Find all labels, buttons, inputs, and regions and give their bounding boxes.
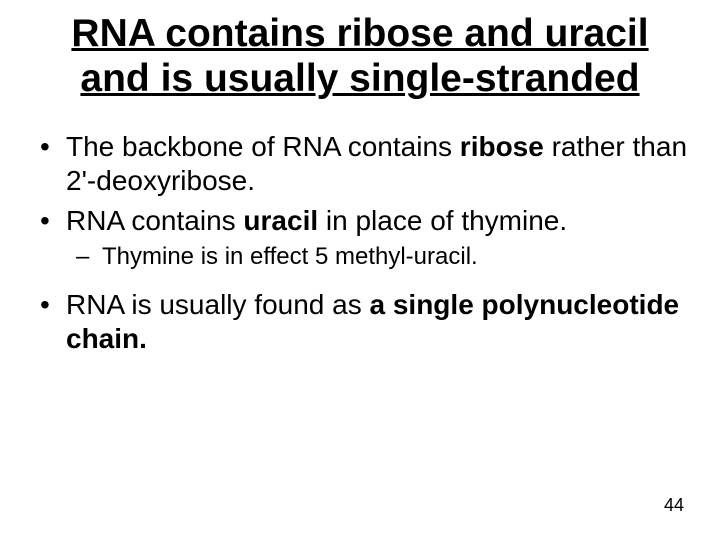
sub-bullet-list: Thymine is in effect 5 methyl-uracil. bbox=[66, 242, 694, 272]
page-number: 44 bbox=[664, 495, 684, 516]
bullet-list-2: RNA is usually found as a single polynuc… bbox=[26, 288, 694, 356]
sub-bullet-1: Thymine is in effect 5 methyl-uracil. bbox=[102, 242, 694, 272]
bullet-item-3: RNA is usually found as a single polynuc… bbox=[66, 288, 694, 356]
title-line-1: RNA contains ribose and uracil bbox=[71, 12, 648, 55]
bullet-2-rest: in place of thymine. bbox=[318, 205, 567, 236]
bullet-1-bold: ribose bbox=[460, 131, 544, 162]
bullet-1-pre: The backbone of RNA contains bbox=[66, 131, 460, 162]
bullet-item-1: The backbone of RNA contains ribose rath… bbox=[66, 130, 694, 198]
spacer bbox=[26, 278, 694, 288]
slide-container: RNA contains ribose and uracil and is us… bbox=[0, 0, 720, 540]
page-title: RNA contains ribose and uracil and is us… bbox=[26, 12, 694, 102]
bullet-item-2: RNA contains uracil in place of thymine.… bbox=[66, 204, 694, 272]
bullet-3-pre: RNA is usually found as bbox=[66, 289, 370, 320]
bullet-2-pre: RNA contains bbox=[66, 205, 243, 236]
bullet-list: The backbone of RNA contains ribose rath… bbox=[26, 130, 694, 272]
bullet-2-bold: uracil bbox=[243, 205, 318, 236]
title-line-2: and is usually single-stranded bbox=[80, 57, 639, 100]
